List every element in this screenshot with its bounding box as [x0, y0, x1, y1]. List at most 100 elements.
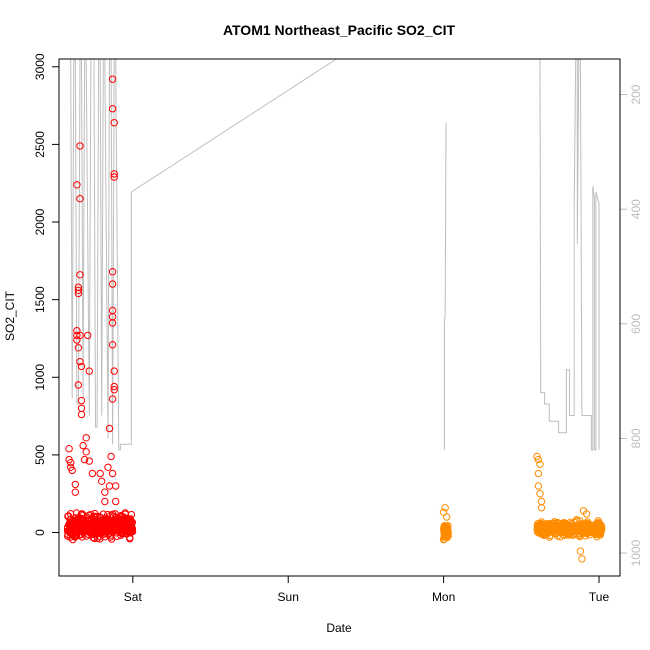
data-point — [77, 410, 86, 419]
data-point — [88, 516, 96, 524]
y-tick-label: 2500 — [33, 131, 47, 158]
data-point — [441, 526, 449, 534]
data-point — [72, 519, 80, 528]
data-point — [93, 516, 101, 524]
data-point — [127, 518, 135, 526]
data-point — [77, 404, 86, 412]
data-point — [117, 525, 125, 533]
data-point — [72, 509, 81, 517]
data-point — [104, 463, 112, 471]
data-point — [108, 341, 117, 349]
data-point — [65, 445, 73, 453]
data-point — [101, 488, 109, 496]
data-point — [593, 528, 601, 537]
plot-frame — [58, 58, 621, 577]
data-point — [548, 519, 557, 527]
data-point — [537, 518, 546, 526]
right-tick-label: 400 — [629, 199, 643, 219]
data-point — [108, 280, 117, 288]
data-point — [556, 533, 565, 541]
data-point — [79, 441, 87, 450]
data-point — [85, 457, 94, 465]
data-point — [110, 119, 118, 127]
data-point — [98, 529, 106, 537]
data-point — [110, 517, 118, 525]
data-point — [112, 497, 120, 506]
data-point — [108, 75, 117, 83]
data-point — [99, 524, 108, 532]
data-point — [440, 522, 448, 530]
data-point — [98, 477, 106, 485]
y-axis-label: SO2_CIT — [3, 290, 17, 341]
data-point — [73, 529, 81, 537]
data-point — [537, 497, 546, 506]
data-point — [73, 331, 81, 340]
data-point — [582, 510, 591, 518]
right-tick-label: 600 — [629, 313, 643, 333]
data-point — [74, 286, 83, 294]
data-point — [108, 535, 116, 543]
data-point — [76, 195, 84, 203]
data-point — [537, 504, 546, 512]
series-2 — [533, 452, 606, 563]
data-point — [110, 170, 118, 178]
data-point — [439, 508, 448, 516]
data-point — [533, 527, 542, 535]
data-point — [536, 460, 544, 468]
y-tick-label: 0 — [33, 529, 47, 536]
data-point — [442, 533, 450, 541]
data-point — [75, 521, 83, 529]
right-tick-label: 800 — [629, 428, 643, 448]
data-point — [105, 519, 114, 527]
data-point — [534, 455, 543, 464]
data-point — [80, 522, 88, 530]
data-point — [79, 527, 88, 535]
data-point — [441, 504, 449, 512]
data-point — [585, 521, 593, 529]
data-point — [80, 455, 89, 464]
pressure-line — [70, 59, 600, 451]
y-tick-label: 1500 — [33, 286, 47, 313]
data-point — [108, 306, 117, 315]
right-tick-label: 200 — [629, 84, 643, 104]
data-point — [112, 482, 120, 490]
data-point — [564, 529, 572, 537]
data-point — [556, 523, 565, 531]
data-point — [544, 519, 553, 528]
x-tick-label: Tue — [589, 590, 610, 604]
data-point — [591, 524, 600, 533]
data-point — [110, 173, 118, 181]
data-point — [76, 142, 84, 150]
data-point — [595, 521, 603, 529]
data-point — [443, 513, 451, 521]
data-point — [101, 497, 109, 506]
data-point — [108, 395, 117, 403]
y-tick-label: 3000 — [33, 53, 47, 80]
data-point — [443, 528, 451, 536]
data-point — [74, 289, 83, 298]
pressure-line-layer — [70, 59, 600, 451]
data-point — [107, 452, 115, 461]
data-point — [108, 469, 117, 478]
data-point — [576, 547, 585, 555]
data-point — [71, 488, 80, 496]
data-point — [534, 469, 543, 478]
data-point — [84, 331, 92, 340]
data-point — [120, 513, 128, 521]
data-point — [76, 271, 84, 279]
data-point — [77, 362, 86, 371]
data-point — [76, 358, 84, 366]
x-tick-label: Sat — [124, 590, 143, 604]
data-point — [108, 105, 117, 113]
data-point — [82, 434, 90, 442]
data-point — [78, 510, 86, 518]
data-point — [535, 528, 543, 536]
data-point — [67, 459, 75, 467]
scatter-points-layer — [63, 75, 606, 563]
data-point — [534, 482, 543, 490]
data-point — [85, 367, 94, 375]
data-point — [110, 382, 118, 391]
data-point — [578, 555, 586, 563]
data-point — [557, 522, 566, 530]
